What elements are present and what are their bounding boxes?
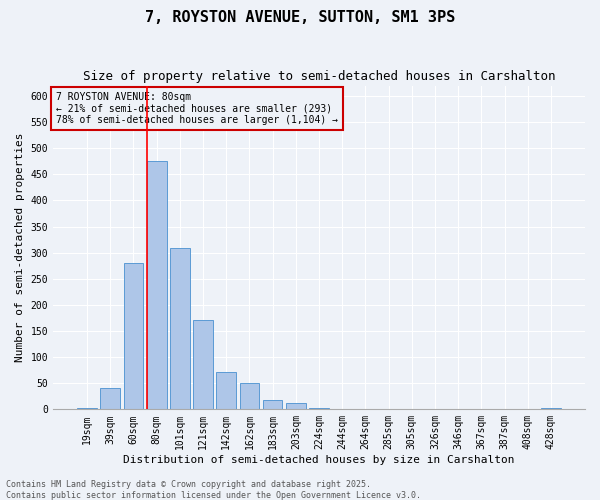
Bar — [541, 408, 561, 410]
Text: Contains HM Land Registry data © Crown copyright and database right 2025.
Contai: Contains HM Land Registry data © Crown c… — [6, 480, 421, 500]
Bar — [263, 400, 283, 409]
Bar — [286, 403, 305, 409]
Bar — [239, 383, 259, 409]
Bar — [147, 162, 167, 410]
Bar — [309, 408, 329, 410]
Text: 7, ROYSTON AVENUE, SUTTON, SM1 3PS: 7, ROYSTON AVENUE, SUTTON, SM1 3PS — [145, 10, 455, 25]
Bar — [100, 388, 120, 409]
Title: Size of property relative to semi-detached houses in Carshalton: Size of property relative to semi-detach… — [83, 70, 555, 83]
Bar — [217, 372, 236, 410]
Bar — [332, 409, 352, 410]
Bar — [170, 248, 190, 410]
Bar — [124, 263, 143, 410]
Bar — [193, 320, 213, 410]
Y-axis label: Number of semi-detached properties: Number of semi-detached properties — [15, 132, 25, 362]
X-axis label: Distribution of semi-detached houses by size in Carshalton: Distribution of semi-detached houses by … — [123, 455, 515, 465]
Text: 7 ROYSTON AVENUE: 80sqm
← 21% of semi-detached houses are smaller (293)
78% of s: 7 ROYSTON AVENUE: 80sqm ← 21% of semi-de… — [56, 92, 338, 125]
Bar — [77, 408, 97, 410]
